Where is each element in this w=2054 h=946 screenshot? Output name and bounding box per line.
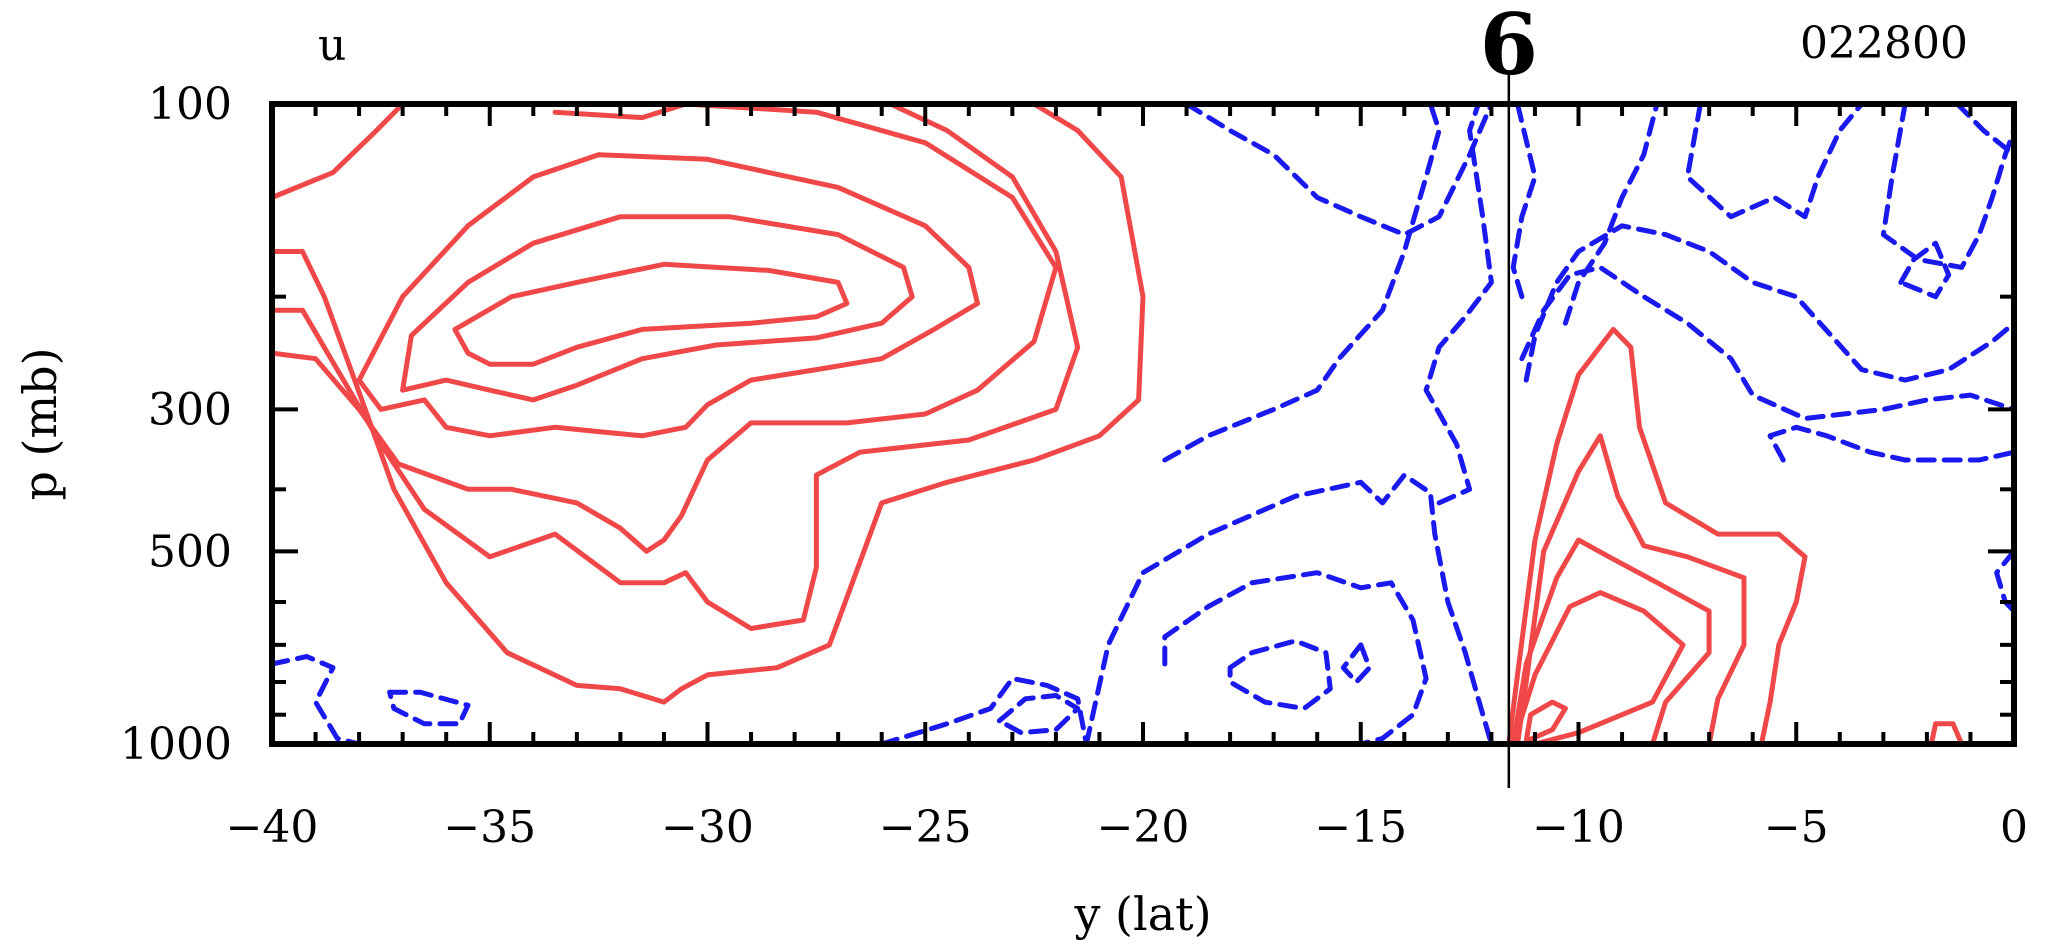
positive-contour-3 (269, 101, 1059, 554)
negative-contour-25 (1523, 223, 2017, 383)
x-axis-label: y (lat) (1073, 887, 1211, 941)
negative-contour-31 (1898, 240, 1952, 300)
negative-contour-16 (996, 693, 1081, 736)
y-axis-label: p (mb) (13, 347, 67, 500)
positive-contour-0 (269, 101, 406, 200)
positive-contour-1 (269, 101, 1146, 705)
positive-contour-7 (1506, 326, 1808, 747)
contour-lines (269, 101, 2017, 747)
x-tick-label: −15 (1314, 802, 1407, 853)
negative-contour-32 (1954, 101, 2017, 158)
axis-tick-labels: −40 −35 −30 −25 −20 −15 −10 −5 0 100 300 500 1000 (120, 79, 2028, 853)
negative-contour-29 (1767, 424, 2017, 463)
negative-contour-24 (1510, 101, 1538, 300)
negative-contour-14 (387, 689, 471, 727)
y-tick-label: 500 (148, 526, 232, 577)
axis-ticks (272, 104, 2014, 744)
positive-contour-12 (1928, 721, 1965, 747)
negative-contour-26 (1519, 264, 2017, 421)
x-tick-label: −5 (1764, 802, 1829, 853)
positive-contour-8 (1515, 433, 1747, 747)
x-tick-label: −30 (661, 802, 754, 853)
negative-contour-22 (1423, 101, 1494, 506)
positive-contour-4 (356, 152, 980, 439)
positive-contour-2 (269, 101, 1081, 631)
negative-contour-23 (1184, 101, 1494, 238)
positive-contour-9 (1510, 537, 1712, 747)
y-tick-label: 300 (148, 384, 232, 435)
y-tick-label: 100 (148, 79, 232, 130)
negative-contour-28 (1684, 101, 1865, 220)
marker-label: 6 (1480, 0, 1538, 94)
negative-contour-13 (269, 654, 362, 747)
x-tick-label: −35 (443, 802, 536, 853)
variable-label: u (318, 20, 346, 71)
negative-contour-15 (879, 676, 1089, 747)
negative-contour-33 (1994, 548, 2017, 614)
timestamp-label: 022800 (1800, 18, 1968, 69)
positive-contour-5 (400, 214, 915, 403)
y-tick-label: 1000 (120, 719, 232, 770)
x-tick-label: −20 (1097, 802, 1190, 853)
x-tick-label: 0 (2000, 802, 2028, 853)
negative-contour-19 (1227, 638, 1333, 711)
negative-contour-30 (1880, 101, 2017, 270)
plot-frame (269, 101, 2017, 747)
positive-contour-6 (452, 261, 850, 367)
negative-contour-18 (1162, 570, 1429, 747)
x-tick-label: −10 (1532, 802, 1625, 853)
negative-contour-17 (1083, 472, 1494, 747)
negative-contour-27 (1562, 101, 1660, 326)
x-tick-label: −25 (879, 802, 972, 853)
x-tick-label: −40 (226, 802, 319, 853)
negative-contour-21 (1162, 101, 1442, 463)
positive-contour-11 (1523, 699, 1568, 744)
positive-contour-10 (1510, 590, 1686, 747)
negative-contour-20 (1340, 642, 1372, 685)
